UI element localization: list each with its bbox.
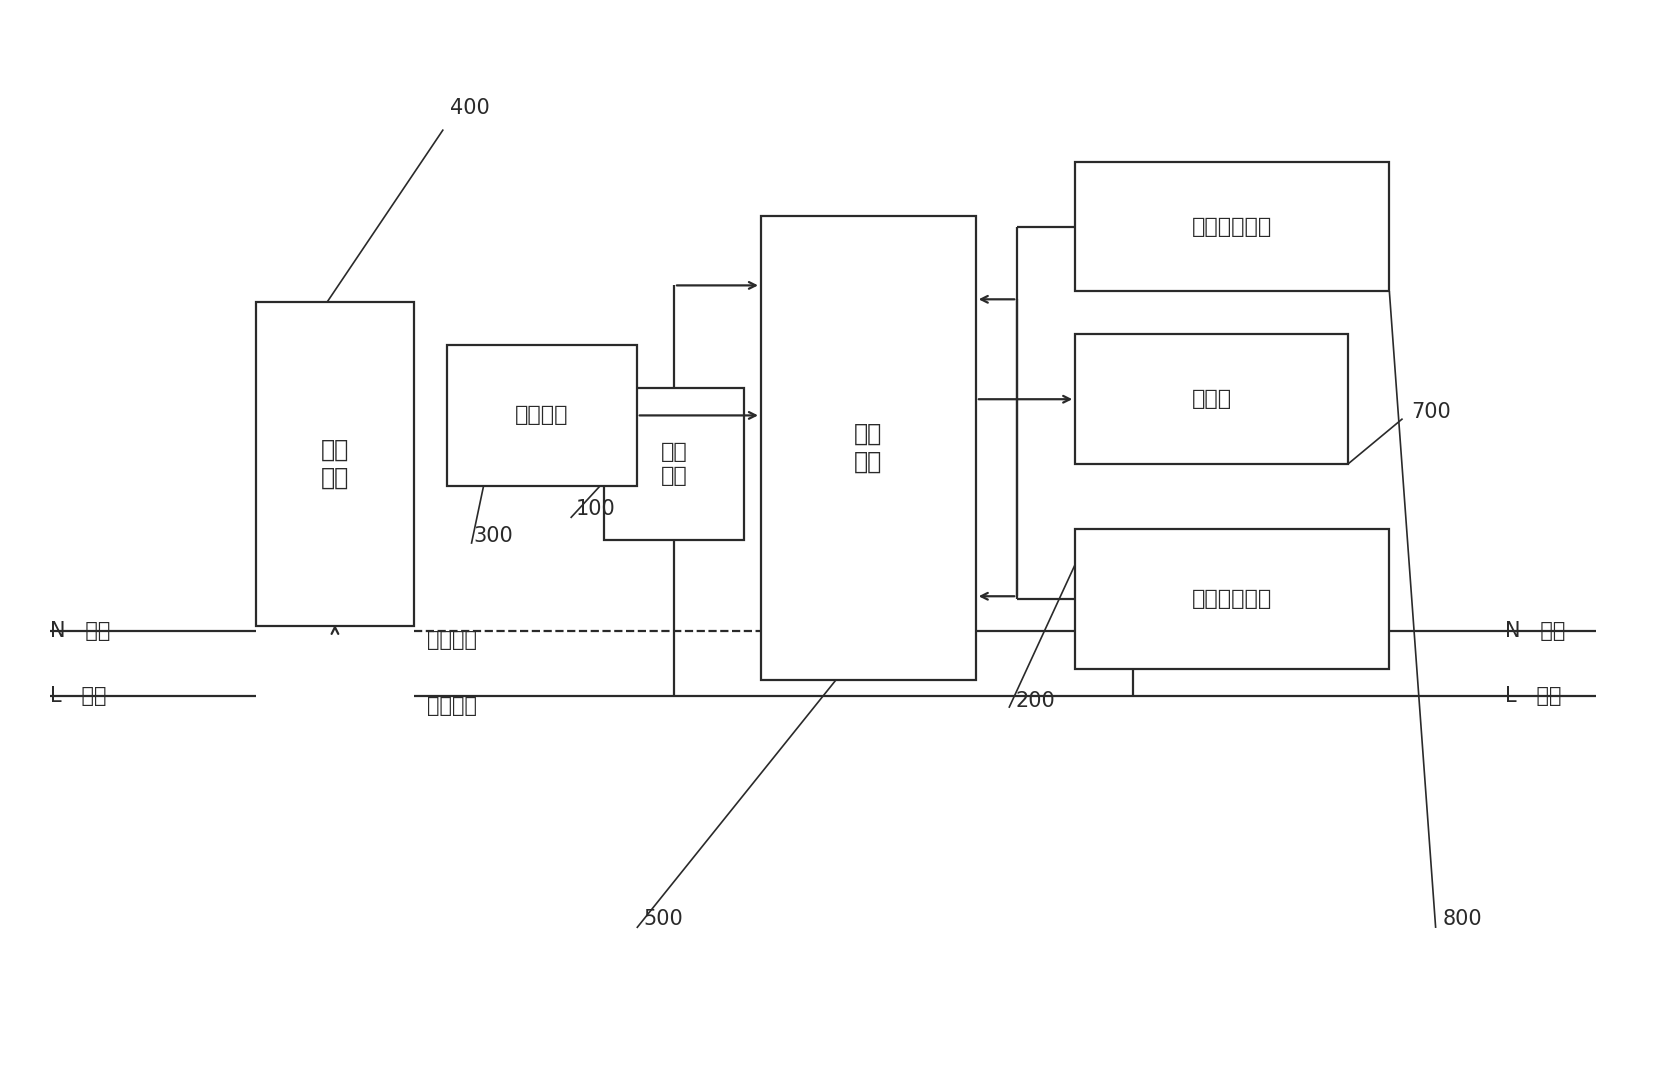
Text: 700: 700 xyxy=(1411,402,1451,422)
Text: 300: 300 xyxy=(473,527,513,546)
Text: 400: 400 xyxy=(450,98,490,118)
Text: 远端连接: 远端连接 xyxy=(427,696,476,715)
Bar xyxy=(1075,162,1389,291)
Text: 驱动电路: 驱动电路 xyxy=(514,406,569,425)
Bar xyxy=(604,388,744,540)
Text: 500: 500 xyxy=(643,910,683,929)
Bar xyxy=(1075,334,1348,464)
Text: L   输出: L 输出 xyxy=(1505,686,1561,706)
Text: 微处
理器: 微处 理器 xyxy=(853,422,883,474)
Text: 电源
电路: 电源 电路 xyxy=(660,442,688,486)
Text: 电压采集电路: 电压采集电路 xyxy=(1193,589,1272,609)
Text: 100: 100 xyxy=(576,500,615,519)
Text: 执行
元件: 执行 元件 xyxy=(321,438,349,490)
Text: 远端连接: 远端连接 xyxy=(427,630,476,650)
Bar xyxy=(447,345,637,486)
Text: 手动开关电路: 手动开关电路 xyxy=(1193,217,1272,236)
Text: N   输出: N 输出 xyxy=(1505,622,1566,641)
Bar xyxy=(1075,529,1389,669)
Text: L   输入: L 输入 xyxy=(50,686,106,706)
Bar xyxy=(761,216,976,680)
Text: 200: 200 xyxy=(1016,692,1055,711)
Text: N   输入: N 输入 xyxy=(50,622,111,641)
Text: 800: 800 xyxy=(1442,910,1482,929)
Bar xyxy=(256,302,414,626)
Text: 指示灯: 指示灯 xyxy=(1191,390,1232,409)
